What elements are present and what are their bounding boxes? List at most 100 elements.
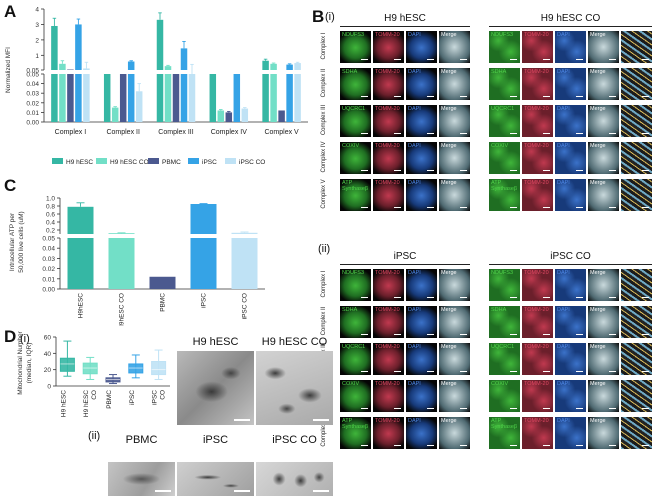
channel-label: TOMM-20 (524, 106, 549, 112)
channel-label: ATP Synthaseβ (342, 180, 369, 192)
scale-bar (394, 96, 401, 97)
a-bar-lower (119, 74, 127, 122)
scale-bar (576, 170, 583, 171)
panel-label-b: B (312, 7, 325, 26)
channel-label: Merge (590, 32, 606, 38)
a-bar-lower (180, 74, 188, 122)
scale-bar (460, 96, 467, 97)
channel-label: TOMM-20 (375, 307, 400, 313)
channel-label: Merge (590, 307, 606, 313)
a-legend-swatch (148, 158, 159, 164)
scale-bar (543, 96, 550, 97)
a-tick-label-upper: 2 (35, 37, 39, 44)
scale-bar (642, 297, 649, 298)
channel-label: COXIV (491, 143, 509, 149)
a-bar-upper (75, 24, 82, 70)
scale-bar (234, 490, 250, 492)
em-image (256, 462, 333, 496)
channel-label: TOMM-20 (375, 69, 400, 75)
if-tile-left-dapi: DAPI (406, 142, 437, 174)
channel-label: TOMM-20 (524, 270, 549, 276)
if-tile-right-merge: Merge (588, 417, 619, 449)
channel-label: DAPI (408, 143, 421, 149)
channel-label: DAPI (557, 143, 570, 149)
em-title: PBMC (125, 434, 158, 446)
c-tick-label-upper: 0.8 (46, 204, 55, 211)
channel-label: SDHA (491, 69, 507, 75)
scale-bar (510, 371, 517, 372)
scale-bar (427, 297, 434, 298)
a-bar-upper (180, 48, 188, 70)
channel-label: DAPI (408, 307, 421, 313)
channel-label: TOMM-20 (375, 418, 400, 424)
scale-bar (361, 133, 368, 134)
if-tile-right-zoom (621, 343, 652, 375)
if-tile-left-tomm20: TOMM-20 (373, 380, 404, 412)
a-bar-lower (286, 74, 293, 122)
a-legend-label: iPSC CO (239, 159, 265, 166)
scale-bar (155, 490, 171, 492)
scale-bar (361, 408, 368, 409)
channel-label: DAPI (557, 69, 570, 75)
channel-label: UQCRC1 (491, 344, 515, 350)
channel-label: DAPI (408, 32, 421, 38)
a-legend-swatch (52, 158, 63, 164)
if-tile-left-marker: NDUFS3 (340, 31, 371, 63)
scale-bar (609, 371, 616, 372)
if-tile-left-merge: Merge (439, 417, 470, 449)
scale-bar (609, 59, 616, 60)
channel-label: COXIV (342, 143, 360, 149)
c-bar-lower (108, 238, 135, 289)
scale-bar (609, 170, 616, 171)
if-tile-left-merge: Merge (439, 269, 470, 301)
if-tile-left-merge: Merge (439, 105, 470, 137)
c-tick-label-lower: 0.00 (42, 287, 55, 294)
em-image (108, 462, 175, 496)
scale-bar (427, 371, 434, 372)
header-rule (340, 26, 470, 27)
scale-bar (543, 133, 550, 134)
if-tile-right-marker: ATP Synthaseβ (489, 179, 520, 211)
scale-bar (609, 334, 616, 335)
scale-bar (427, 408, 434, 409)
header-rule (489, 264, 652, 265)
c-bar-upper (190, 204, 217, 234)
a-bar-upper (59, 63, 66, 70)
channel-label: TOMM-20 (524, 344, 549, 350)
d-category-label: H9 hESC (60, 390, 67, 417)
a-bar-lower (262, 74, 269, 122)
panel-sublabel-dii: (ii) (88, 430, 101, 442)
em-title: iPSC CO (272, 434, 317, 446)
if-tile-left-tomm20: TOMM-20 (373, 142, 404, 174)
if-tile-right-marker: NDUFS3 (489, 269, 520, 301)
a-tick-label-upper: 3 (35, 22, 39, 29)
grid-header-left: iPSC (393, 251, 417, 262)
if-tile-right-zoom (621, 269, 652, 301)
if-tile-right-marker: SDHA (489, 306, 520, 338)
c-bar-upper (231, 232, 258, 234)
scale-bar (394, 59, 401, 60)
row-label: Complex IV (321, 141, 327, 173)
a-bar-lower (83, 74, 90, 122)
panel-sublabel-bii: (ii) (318, 243, 331, 255)
d-box (82, 362, 98, 375)
channel-label: NDUFS3 (491, 32, 514, 38)
if-tile-right-merge: Merge (588, 306, 619, 338)
if-tile-left-marker: SDHA (340, 306, 371, 338)
if-tile-right-zoom (621, 179, 652, 211)
scale-bar (642, 96, 649, 97)
scale-bar (510, 170, 517, 171)
scale-bar (543, 445, 550, 446)
scale-bar (361, 297, 368, 298)
if-tile-right-zoom (621, 417, 652, 449)
if-tile-right-dapi: DAPI (555, 31, 586, 63)
scale-bar (361, 170, 368, 171)
if-tile-right-marker: COXIV (489, 380, 520, 412)
scale-bar (361, 59, 368, 60)
if-tile-left-tomm20: TOMM-20 (373, 68, 404, 100)
scale-bar (510, 133, 517, 134)
c-tick-label-lower: 0.05 (42, 236, 55, 243)
channel-label: Merge (590, 381, 606, 387)
a-tick-label-upper: 0.05 (26, 68, 39, 75)
channel-label: NDUFS3 (491, 270, 514, 276)
